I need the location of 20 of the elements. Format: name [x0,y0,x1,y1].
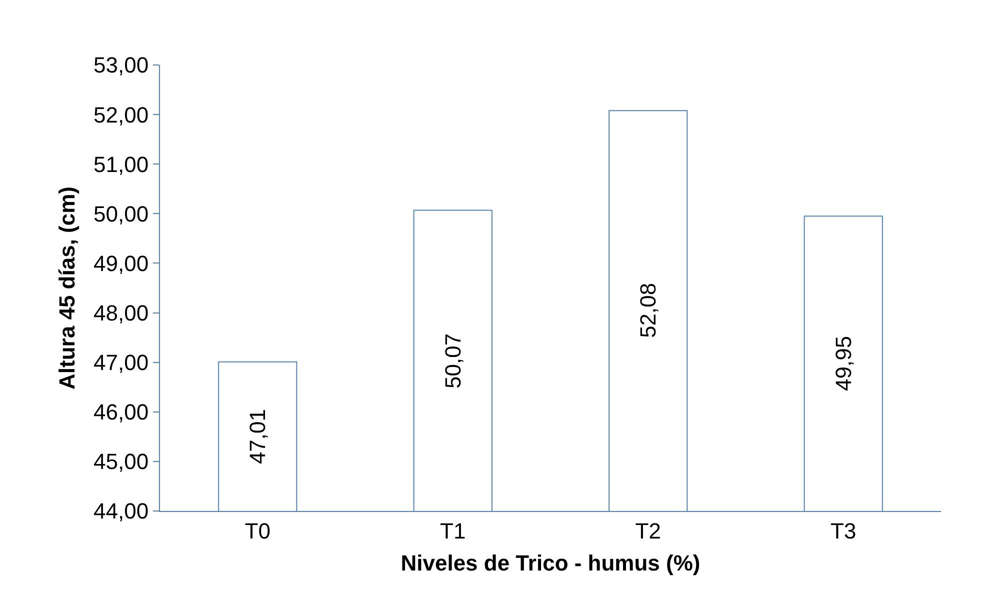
y-tick-label: 49,00 [94,250,149,276]
y-tick-label: 47,00 [94,350,149,376]
y-axis-title: Altura 45 días, (cm) [54,186,80,390]
x-tick-label: T0 [244,518,270,544]
y-tick-label: 44,00 [94,498,149,524]
y-tick-label: 45,00 [94,449,149,474]
y-tick-label: 50,00 [94,201,149,226]
x-axis-title: Niveles de Trico - humus (%) [400,550,700,576]
data-label: 47,01 [245,408,270,464]
y-tick-label: 53,00 [94,52,149,78]
data-label: 52,08 [635,282,660,338]
x-tick-label: T1 [440,518,466,544]
x-tick-label: T3 [830,518,856,544]
data-label: 49,95 [830,336,856,391]
x-tick-label: T2 [635,518,661,544]
y-tick-label: 48,00 [94,300,149,326]
data-label: 50,07 [440,333,466,388]
y-tick-label: 51,00 [94,152,149,177]
y-tick-label: 46,00 [94,400,149,425]
y-tick-label: 52,00 [94,102,149,128]
